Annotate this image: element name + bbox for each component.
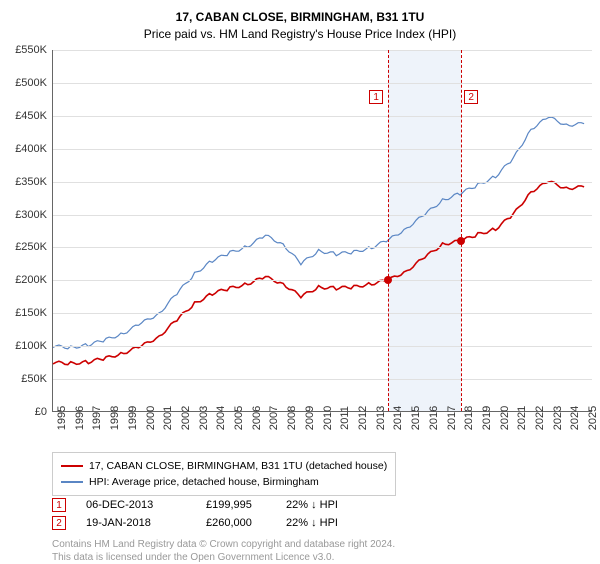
y-tick-label: £0 — [2, 406, 47, 418]
x-tick-label: 2004 — [215, 406, 227, 430]
y-tick-label: £150K — [2, 307, 47, 319]
y-tick-label: £100K — [2, 340, 47, 352]
y-gridline — [53, 182, 592, 183]
event-row: 1 06-DEC-2013 £199,995 22% ↓ HPI — [52, 498, 386, 512]
event-marker-box: 2 — [464, 90, 478, 104]
event-vline — [461, 50, 462, 411]
x-tick-label: 2013 — [375, 406, 387, 430]
x-tick-label: 2007 — [268, 406, 280, 430]
x-tick-label: 2024 — [569, 406, 581, 430]
event-marker-box: 1 — [369, 90, 383, 104]
x-tick-label: 2000 — [145, 406, 157, 430]
chart-title: 17, CABAN CLOSE, BIRMINGHAM, B31 1TU — [0, 0, 600, 24]
event-number: 2 — [52, 516, 66, 530]
legend-swatch — [61, 465, 83, 467]
x-tick-label: 2021 — [516, 406, 528, 430]
x-tick-label: 2019 — [481, 406, 493, 430]
event-price: £260,000 — [206, 517, 266, 529]
event-date: 19-JAN-2018 — [86, 517, 186, 529]
data-point-marker — [384, 276, 392, 284]
y-tick-label: £250K — [2, 241, 47, 253]
x-tick-label: 2011 — [339, 406, 351, 430]
plot-area — [52, 50, 592, 412]
y-tick-label: £50K — [2, 373, 47, 385]
y-gridline — [53, 149, 592, 150]
chart-svg — [53, 50, 593, 412]
x-tick-label: 1995 — [56, 406, 68, 430]
event-vline — [388, 50, 389, 411]
x-tick-label: 2014 — [392, 406, 404, 430]
x-tick-label: 2005 — [233, 406, 245, 430]
y-gridline — [53, 83, 592, 84]
footnote-line-1: Contains HM Land Registry data © Crown c… — [52, 538, 395, 551]
y-tick-label: £450K — [2, 110, 47, 122]
chart-subtitle: Price paid vs. HM Land Registry's House … — [0, 24, 600, 47]
x-tick-label: 2015 — [410, 406, 422, 430]
legend-swatch — [61, 481, 83, 483]
x-tick-label: 2017 — [446, 406, 458, 430]
footnote-line-2: This data is licensed under the Open Gov… — [52, 551, 395, 564]
event-row: 2 19-JAN-2018 £260,000 22% ↓ HPI — [52, 516, 386, 530]
y-gridline — [53, 346, 592, 347]
x-tick-label: 2003 — [198, 406, 210, 430]
x-tick-label: 2018 — [463, 406, 475, 430]
y-tick-label: £400K — [2, 143, 47, 155]
legend-item: 17, CABAN CLOSE, BIRMINGHAM, B31 1TU (de… — [61, 458, 387, 474]
y-tick-label: £350K — [2, 176, 47, 188]
x-tick-label: 1998 — [109, 406, 121, 430]
x-tick-label: 2016 — [428, 406, 440, 430]
data-point-marker — [457, 237, 465, 245]
x-tick-label: 1999 — [127, 406, 139, 430]
x-tick-label: 2001 — [162, 406, 174, 430]
x-tick-label: 2006 — [251, 406, 263, 430]
x-tick-label: 2008 — [286, 406, 298, 430]
y-tick-label: £500K — [2, 77, 47, 89]
license-footnote: Contains HM Land Registry data © Crown c… — [52, 538, 395, 564]
y-gridline — [53, 280, 592, 281]
legend-item: HPI: Average price, detached house, Birm… — [61, 474, 387, 490]
legend-label: 17, CABAN CLOSE, BIRMINGHAM, B31 1TU (de… — [89, 458, 387, 474]
x-tick-label: 2022 — [534, 406, 546, 430]
y-tick-label: £300K — [2, 209, 47, 221]
x-tick-label: 1996 — [74, 406, 86, 430]
x-tick-label: 2002 — [180, 406, 192, 430]
x-tick-label: 2025 — [587, 406, 599, 430]
event-delta: 22% ↓ HPI — [286, 517, 386, 529]
x-tick-label: 2020 — [499, 406, 511, 430]
event-date: 06-DEC-2013 — [86, 499, 186, 511]
y-gridline — [53, 215, 592, 216]
x-tick-label: 1997 — [91, 406, 103, 430]
y-gridline — [53, 50, 592, 51]
y-tick-label: £200K — [2, 274, 47, 286]
legend-label: HPI: Average price, detached house, Birm… — [89, 474, 319, 490]
series-line — [53, 181, 584, 364]
y-gridline — [53, 247, 592, 248]
legend: 17, CABAN CLOSE, BIRMINGHAM, B31 1TU (de… — [52, 452, 396, 496]
event-delta: 22% ↓ HPI — [286, 499, 386, 511]
y-tick-label: £550K — [2, 44, 47, 56]
y-gridline — [53, 313, 592, 314]
event-number: 1 — [52, 498, 66, 512]
y-gridline — [53, 379, 592, 380]
x-tick-label: 2012 — [357, 406, 369, 430]
x-tick-label: 2023 — [552, 406, 564, 430]
x-tick-label: 2009 — [304, 406, 316, 430]
event-price: £199,995 — [206, 499, 266, 511]
x-tick-label: 2010 — [322, 406, 334, 430]
y-gridline — [53, 116, 592, 117]
